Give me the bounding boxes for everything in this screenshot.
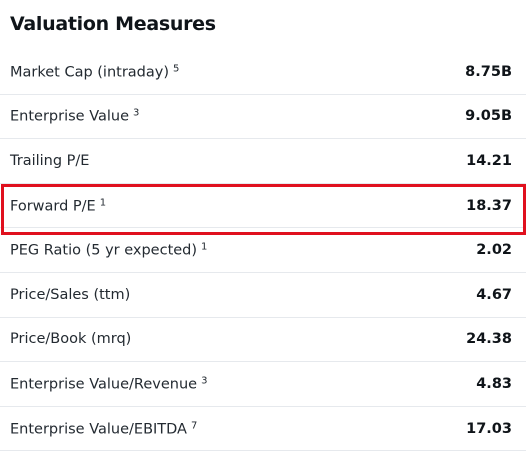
table-row-peg-ratio: PEG Ratio (5 yr expected) 1 2.02 (0, 228, 526, 273)
table-row-forward-pe: Forward P/E 1 18.37 (0, 184, 526, 229)
footnote-marker[interactable]: 1 (99, 197, 107, 209)
row-label: Price/Book (mrq) (10, 331, 132, 348)
table-row-ev-revenue: Enterprise Value/Revenue 3 4.83 (0, 362, 526, 407)
row-value: 2.02 (476, 242, 512, 259)
section-title: Valuation Measures (10, 13, 216, 35)
footnote-marker[interactable]: 7 (190, 420, 198, 432)
table-row-market-cap: Market Cap (intraday) 5 8.75B (0, 50, 526, 95)
row-label: Trailing P/E (10, 152, 90, 169)
row-value: 4.67 (476, 286, 512, 303)
valuation-table: Market Cap (intraday) 5 8.75B Enterprise … (0, 50, 526, 452)
row-value: 17.03 (466, 420, 512, 437)
row-label: Market Cap (intraday) 5 (10, 63, 180, 81)
row-label: PEG Ratio (5 yr expected) 1 (10, 241, 208, 259)
row-value: 24.38 (466, 331, 512, 348)
row-label: Forward P/E 1 (10, 197, 107, 215)
table-row-ev-ebitda: Enterprise Value/EBITDA 7 17.03 (0, 407, 526, 452)
footnote-marker[interactable]: 3 (201, 375, 208, 387)
footnote-marker[interactable]: 5 (173, 63, 180, 75)
row-value: 14.21 (466, 152, 512, 169)
row-value: 9.05B (465, 108, 512, 125)
table-row-price-book: Price/Book (mrq) 24.38 (0, 318, 526, 363)
row-value: 4.83 (476, 375, 512, 392)
row-label: Enterprise Value/Revenue 3 (10, 375, 208, 393)
table-row-price-sales: Price/Sales (ttm) 4.67 (0, 273, 526, 318)
row-label: Price/Sales (ttm) (10, 286, 131, 303)
row-label: Enterprise Value/EBITDA 7 (10, 420, 198, 438)
row-value: 8.75B (465, 63, 512, 80)
footnote-marker[interactable]: 1 (201, 241, 208, 253)
table-row-enterprise-value: Enterprise Value 3 9.05B (0, 95, 526, 140)
table-row-trailing-pe: Trailing P/E 14.21 (0, 139, 526, 184)
footnote-marker[interactable]: 3 (133, 107, 140, 119)
row-value: 18.37 (466, 197, 512, 214)
row-label: Enterprise Value 3 (10, 107, 140, 125)
